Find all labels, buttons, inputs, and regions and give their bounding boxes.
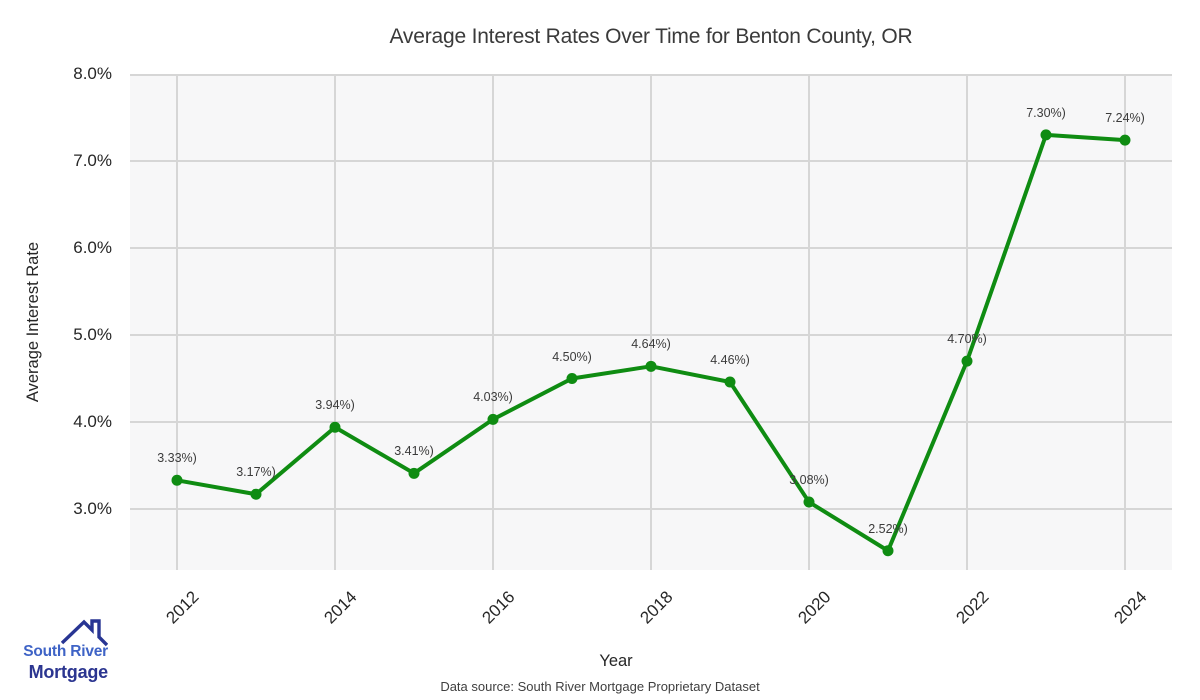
data-point-label: 3.17%) [236,465,276,480]
logo-text-line2: Mortgage [28,662,109,682]
data-point-marker [1119,134,1131,146]
data-point-marker [724,376,736,388]
x-tick-label: 2020 [794,587,835,628]
data-point-marker [803,496,815,508]
x-tick-label: 2018 [636,587,677,628]
y-tick-label: 7.0% [73,151,112,170]
data-point-marker [408,467,420,479]
data-point-marker [487,413,499,425]
plot-area [130,74,1172,570]
y-tick-label: 5.0% [73,325,112,344]
house-roof-icon [61,619,108,647]
y-tick-label: 8.0% [73,64,112,83]
data-point-label: 4.46%) [710,352,750,367]
data-point-marker [1040,129,1052,141]
data-point-label: 3.94%) [315,398,355,413]
x-axis-title: Year [599,652,633,670]
y-tick-label: 3.0% [73,499,112,518]
x-tick-label: 2014 [320,587,361,628]
x-tick-label: 2022 [952,587,993,628]
data-point-marker [566,373,578,384]
x-tick-label: 2016 [478,587,519,628]
data-point-marker [171,474,183,486]
data-point-marker [250,488,262,500]
chart-title: Average Interest Rates Over Time for Ben… [389,25,913,48]
x-tick-label: 2012 [162,587,203,628]
data-point-label: 3.33%) [157,451,197,466]
logo-text-line1: South River [23,643,108,660]
data-source-note: Data source: South River Mortgage Propri… [440,679,760,694]
data-point-label: 4.70%) [947,332,987,347]
data-point-label: 4.50%) [552,349,592,364]
data-point-label: 7.24%) [1105,111,1145,126]
y-tick-label: 6.0% [73,238,112,257]
data-point-marker [961,355,973,367]
data-point-marker [645,360,657,372]
data-point-label: 2.52%) [868,521,908,536]
data-point-marker [329,421,341,433]
data-point-label: 3.41%) [394,444,434,459]
data-point-label: 3.08%) [789,473,829,488]
data-point-label: 4.03%) [473,390,513,405]
data-point-marker [882,545,894,557]
x-tick-label: 2024 [1110,587,1151,628]
y-tick-label: 4.0% [73,412,112,431]
data-point-label: 4.64%) [631,337,671,352]
data-point-label: 7.30%) [1026,105,1066,120]
